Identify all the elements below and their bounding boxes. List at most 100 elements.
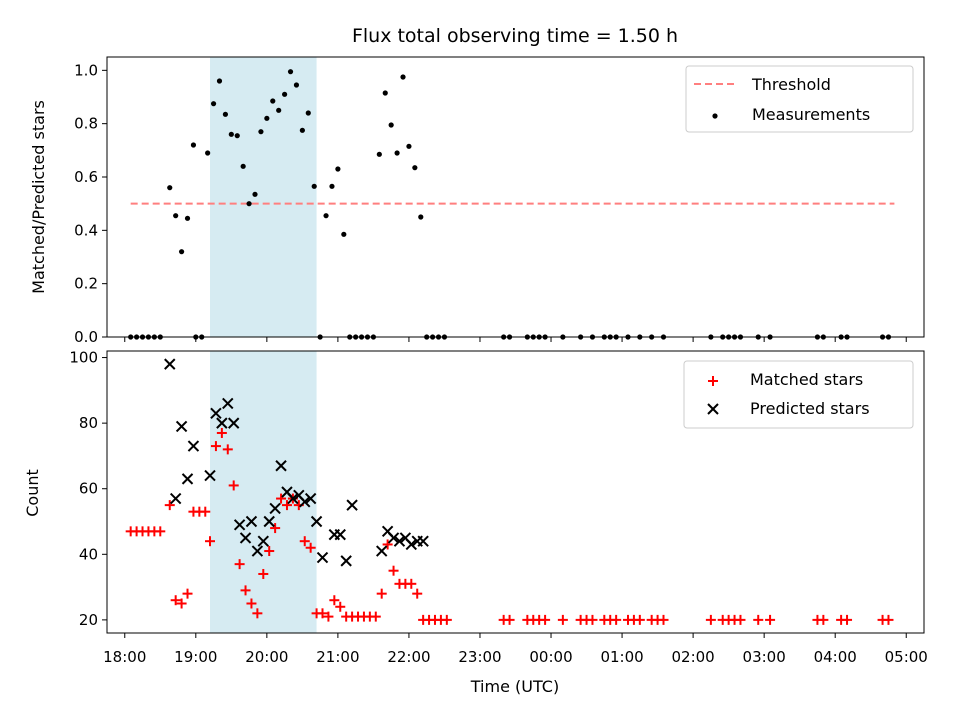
matched-star-point xyxy=(240,585,251,596)
predicted-marker-b xyxy=(181,473,194,485)
predicted-star-point xyxy=(222,397,234,410)
top-y-axis-label: Matched/Predicted stars xyxy=(29,100,48,294)
predicted-marker-b xyxy=(340,555,352,567)
predicted-marker-b xyxy=(216,417,228,429)
predicted-marker-b xyxy=(187,440,200,452)
measurement-point xyxy=(329,183,335,189)
top-y-tick-label: 0.2 xyxy=(74,275,98,293)
matched-star-point xyxy=(376,588,387,599)
matched-star-point xyxy=(557,614,568,625)
bottom-y-tick-label: 60 xyxy=(79,480,98,498)
matched-star-point xyxy=(216,427,227,438)
measurement-point xyxy=(406,143,412,149)
predicted-marker-b xyxy=(310,515,323,528)
predicted-marker-b xyxy=(304,492,317,505)
predicted-marker-b xyxy=(316,551,329,564)
predicted-legend-label: Predicted stars xyxy=(750,399,870,418)
matched-star-point xyxy=(883,614,894,625)
top-y-tick-label: 0.4 xyxy=(74,221,98,239)
measurement-point xyxy=(305,110,311,116)
predicted-star-point xyxy=(164,358,176,370)
chart-title: Flux total observing time = 1.50 h xyxy=(352,25,678,47)
predicted-star-point xyxy=(210,407,222,420)
predicted-marker-b xyxy=(245,515,258,528)
matched-star-point xyxy=(329,595,340,606)
matched-star-point xyxy=(634,614,645,625)
bottom-axes: 20 40 60 80 100 18:00 19:00 20:00 21:00 22:00 23:0… xyxy=(69,349,927,666)
top-panel: 0.0 0.2 0.4 0.6 0.8 1.0 Matched/Predicted sta… xyxy=(29,56,925,346)
predicted-star-point xyxy=(181,473,194,485)
matched-star-point xyxy=(270,523,281,534)
predicted-marker-b xyxy=(387,532,400,544)
measurement-point xyxy=(418,214,424,220)
matched-star-point xyxy=(842,614,853,625)
matched-star-point xyxy=(441,614,452,625)
predicted-marker-b xyxy=(287,492,299,505)
measurement-point xyxy=(282,91,288,97)
predicted-marker-b xyxy=(293,489,305,501)
threshold-legend-label: Threshold xyxy=(751,75,831,94)
x-tick-label: 05:00 xyxy=(885,648,928,666)
predicted-marker-b xyxy=(257,535,270,547)
top-y-tick-label: 0.8 xyxy=(74,115,98,133)
bottom-y-tick-label: 80 xyxy=(79,414,98,432)
predicted-marker-b xyxy=(210,407,222,420)
measurement-point xyxy=(258,129,264,135)
predicted-star-point xyxy=(393,535,406,547)
measurement-point xyxy=(173,213,179,219)
matched-star-point xyxy=(155,526,166,537)
predicted-star-point xyxy=(334,528,346,541)
measurement-point xyxy=(388,122,394,128)
predicted-star-point xyxy=(257,535,270,547)
matched-star-point xyxy=(305,542,316,553)
predicted-marker-b xyxy=(263,515,275,528)
measurement-point xyxy=(178,249,185,255)
bottom-shaded-interval xyxy=(210,351,317,633)
matched-star-point xyxy=(753,614,764,625)
predicted-star-point xyxy=(346,499,358,511)
predicted-star-point xyxy=(375,545,388,557)
measurement-point xyxy=(400,74,406,80)
bottom-y-axis-label: Count xyxy=(23,469,42,517)
predicted-star-point xyxy=(204,469,216,482)
x-tick-label: 20:00 xyxy=(245,648,288,666)
measurement-point xyxy=(252,191,258,197)
matched-star-point xyxy=(382,539,393,550)
predicted-marker-b xyxy=(204,469,216,482)
measurement-point xyxy=(216,78,223,84)
measurements-legend-swatch xyxy=(712,113,718,119)
measurement-point xyxy=(246,201,252,207)
x-tick-label: 19:00 xyxy=(174,648,217,666)
x-tick-label: 21:00 xyxy=(316,648,359,666)
matched-star-point xyxy=(388,565,399,576)
top-marks xyxy=(128,69,895,340)
predicted-star-point xyxy=(299,496,311,508)
predicted-marker-b xyxy=(334,528,346,541)
matched-star-point xyxy=(276,493,287,504)
predicted-star-point xyxy=(417,535,429,547)
top-y-tick-label: 0.6 xyxy=(74,168,98,186)
measurement-point xyxy=(323,213,329,219)
x-tick-label: 02:00 xyxy=(671,648,714,666)
bottom-marks xyxy=(125,358,894,625)
matched-star-point xyxy=(176,598,187,609)
top-y-tick-label: 0.0 xyxy=(74,328,98,346)
predicted-star-point xyxy=(175,420,188,433)
predicted-star-point xyxy=(405,538,418,551)
predicted-star-point xyxy=(227,417,240,429)
predicted-marker-b xyxy=(239,532,252,544)
predicted-star-point xyxy=(387,532,400,544)
measurement-point xyxy=(167,185,173,191)
matched-star-point xyxy=(765,614,776,625)
measurement-point xyxy=(190,142,197,148)
matched-star-point xyxy=(705,614,716,625)
matched-star-point xyxy=(412,588,423,599)
matched-star-point xyxy=(222,444,233,455)
predicted-marker-b xyxy=(375,545,388,557)
measurement-point xyxy=(394,150,400,156)
matched-star-point xyxy=(540,614,551,625)
measurement-point xyxy=(335,166,341,172)
measurement-point xyxy=(299,127,305,133)
predicted-legend-swatch xyxy=(707,403,719,415)
matched-star-point xyxy=(658,614,669,625)
